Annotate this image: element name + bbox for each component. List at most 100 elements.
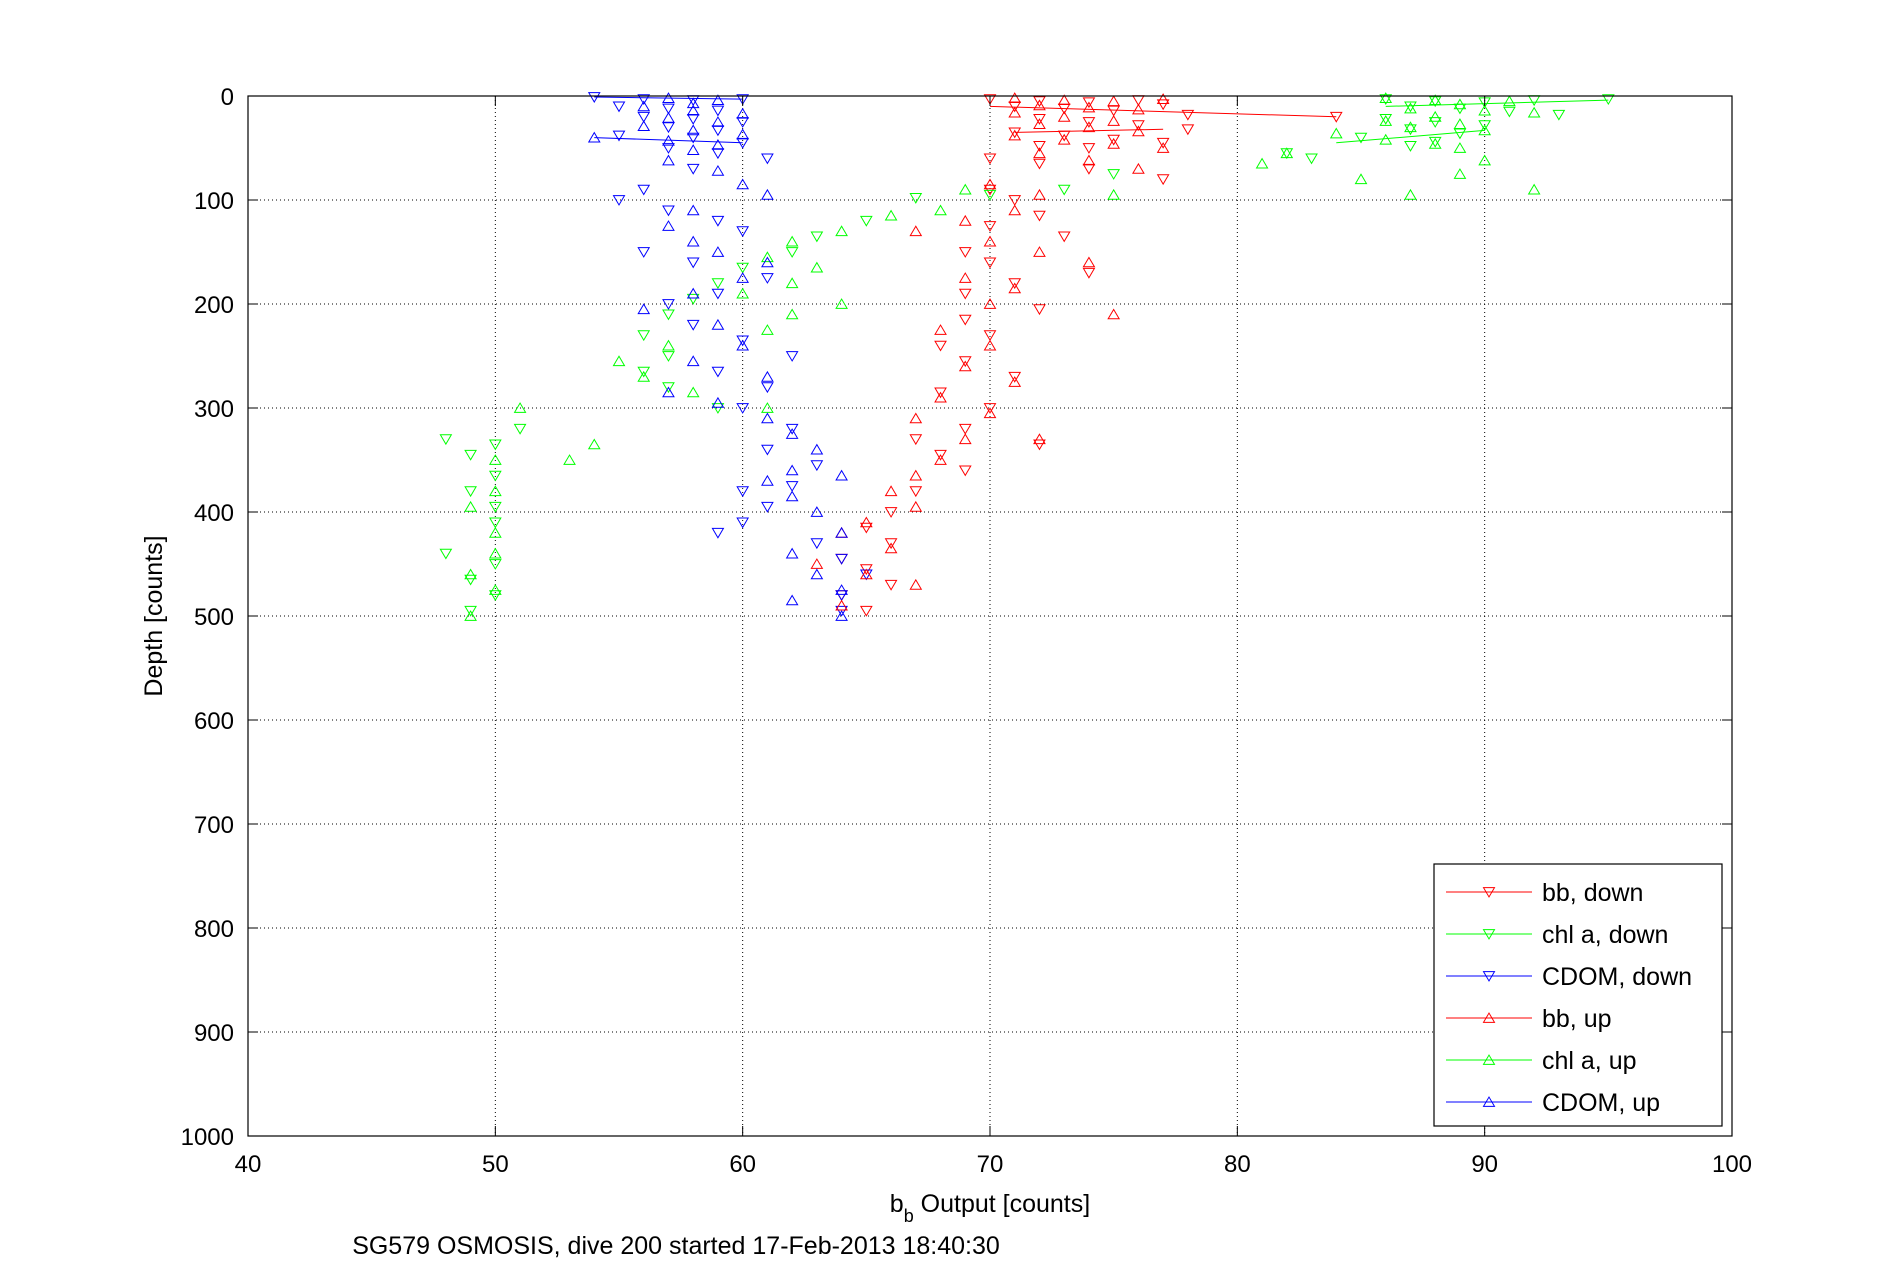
data-point xyxy=(1033,433,1046,445)
legend-label: chl a, down xyxy=(1542,921,1668,949)
trace-line xyxy=(1385,99,1609,107)
x-tick-label: 60 xyxy=(729,1151,756,1178)
legend-entry: bb, up xyxy=(1446,1005,1612,1033)
data-point xyxy=(958,314,972,326)
data-point xyxy=(859,568,873,580)
y-tick-label: 900 xyxy=(194,1020,234,1047)
series-layer xyxy=(439,92,1615,621)
y-tick-label: 600 xyxy=(194,708,234,735)
data-point xyxy=(859,564,873,576)
data-point xyxy=(686,132,700,144)
data-point xyxy=(785,277,799,289)
data-point xyxy=(488,547,502,559)
data-point xyxy=(1503,106,1516,118)
data-point xyxy=(1156,142,1170,153)
axis-ticks: 40 50 60 70 80 90 1000100200300400500600700800… xyxy=(181,84,1752,1178)
data-point xyxy=(958,288,972,300)
data-point xyxy=(761,382,774,394)
data-point xyxy=(1033,147,1046,159)
data-point xyxy=(934,324,947,335)
data-point xyxy=(1379,133,1393,145)
data-point xyxy=(637,247,651,258)
data-point xyxy=(1033,141,1046,152)
data-point xyxy=(686,386,700,398)
data-point xyxy=(662,154,675,166)
data-point xyxy=(958,272,972,283)
data-point xyxy=(983,178,997,190)
data-point xyxy=(958,247,972,258)
data-point xyxy=(1057,94,1071,106)
data-point xyxy=(958,183,972,195)
data-point xyxy=(884,542,898,554)
data-point xyxy=(785,235,799,247)
data-point xyxy=(761,402,774,413)
data-point xyxy=(1379,94,1393,106)
data-point xyxy=(934,340,947,352)
data-point xyxy=(761,251,774,263)
data-point xyxy=(736,178,750,190)
data-point xyxy=(859,215,873,227)
data-point xyxy=(1008,371,1022,383)
data-point xyxy=(637,120,651,132)
x-axis-label-main: b xyxy=(890,1190,904,1218)
legend-label: CDOM, down xyxy=(1542,963,1692,991)
series-bb-up xyxy=(810,92,1170,611)
data-point xyxy=(983,94,997,106)
data-point xyxy=(761,188,774,200)
data-point xyxy=(1527,106,1541,118)
data-point xyxy=(711,138,725,150)
legend-marker xyxy=(1482,887,1496,898)
data-point xyxy=(884,485,898,497)
y-tick-label: 700 xyxy=(194,812,234,839)
data-point xyxy=(1354,173,1368,185)
data-point xyxy=(1033,99,1046,111)
data-point xyxy=(587,438,601,450)
data-point xyxy=(662,143,675,154)
legend-entry: bb, down xyxy=(1446,879,1643,907)
data-point xyxy=(1057,231,1071,243)
data-point xyxy=(835,590,848,602)
data-point xyxy=(488,517,502,529)
y-tick-label: 800 xyxy=(194,916,234,943)
series-chl-a-up xyxy=(464,92,1541,621)
data-point xyxy=(859,605,873,617)
data-point xyxy=(983,339,997,351)
data-point xyxy=(1033,304,1046,316)
data-point xyxy=(958,356,972,368)
y-tick-label: 500 xyxy=(194,604,234,631)
data-point xyxy=(464,568,477,580)
data-point xyxy=(810,506,824,517)
x-axis-label-subscript: b xyxy=(904,1206,914,1226)
data-point xyxy=(711,105,725,117)
data-point xyxy=(810,460,824,472)
data-point xyxy=(761,474,774,486)
data-point xyxy=(1156,137,1170,149)
data-point xyxy=(711,318,725,330)
data-point xyxy=(1033,210,1046,222)
data-point xyxy=(859,522,873,534)
data-point xyxy=(1107,308,1121,320)
data-point xyxy=(1280,147,1294,159)
data-point xyxy=(1428,137,1442,149)
y-tick-label: 0 xyxy=(221,84,234,111)
data-point xyxy=(686,355,700,367)
data-point xyxy=(1453,142,1467,153)
data-point xyxy=(1008,195,1022,206)
data-point xyxy=(909,225,923,237)
data-point xyxy=(1552,109,1566,121)
data-point xyxy=(1008,92,1022,103)
data-point xyxy=(711,288,725,300)
trace-line xyxy=(1336,129,1485,144)
data-point xyxy=(1404,188,1417,200)
data-point xyxy=(686,287,700,299)
data-point xyxy=(464,449,477,461)
data-point xyxy=(761,412,774,424)
data-point xyxy=(711,164,725,176)
data-point xyxy=(1404,141,1417,152)
data-point xyxy=(637,94,651,106)
data-point xyxy=(1082,154,1096,166)
data-point xyxy=(662,220,675,231)
data-point xyxy=(983,298,997,309)
data-point xyxy=(1082,117,1096,128)
